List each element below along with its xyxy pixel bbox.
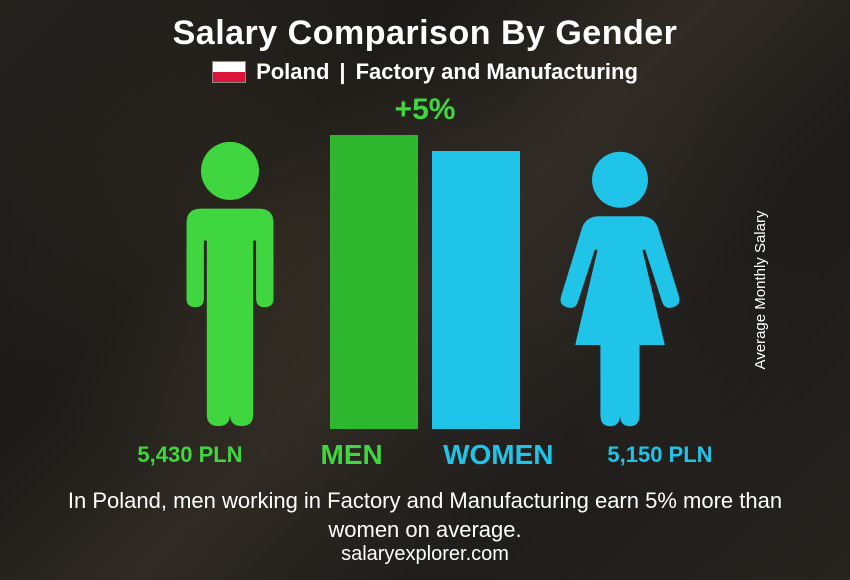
subtitle-row: Poland | Factory and Manufacturing <box>212 59 638 85</box>
y-axis-label: Average Monthly Salary <box>752 211 769 370</box>
poland-flag-icon <box>212 61 246 83</box>
separator: | <box>339 59 345 85</box>
chart-area <box>145 129 705 429</box>
men-category-label: MEN <box>292 439 412 471</box>
bar-men <box>330 135 418 429</box>
men-salary-value: 5,430 PLN <box>115 442 265 468</box>
sector-label: Factory and Manufacturing <box>356 59 638 85</box>
source-footer: salaryexplorer.com <box>0 543 850 566</box>
difference-label: +5% <box>395 93 456 127</box>
women-category-label: WOMEN <box>438 439 558 471</box>
male-figure-icon <box>155 139 305 429</box>
bar-women <box>432 151 520 429</box>
country-label: Poland <box>256 59 329 85</box>
main-title: Salary Comparison By Gender <box>173 14 678 53</box>
women-salary-value: 5,150 PLN <box>585 442 735 468</box>
infographic-container: Salary Comparison By Gender Poland | Fac… <box>0 0 850 580</box>
labels-row: 5,430 PLN MEN WOMEN 5,150 PLN <box>115 439 735 471</box>
description-text: In Poland, men working in Factory and Ma… <box>35 487 815 544</box>
female-figure-icon <box>545 149 695 429</box>
